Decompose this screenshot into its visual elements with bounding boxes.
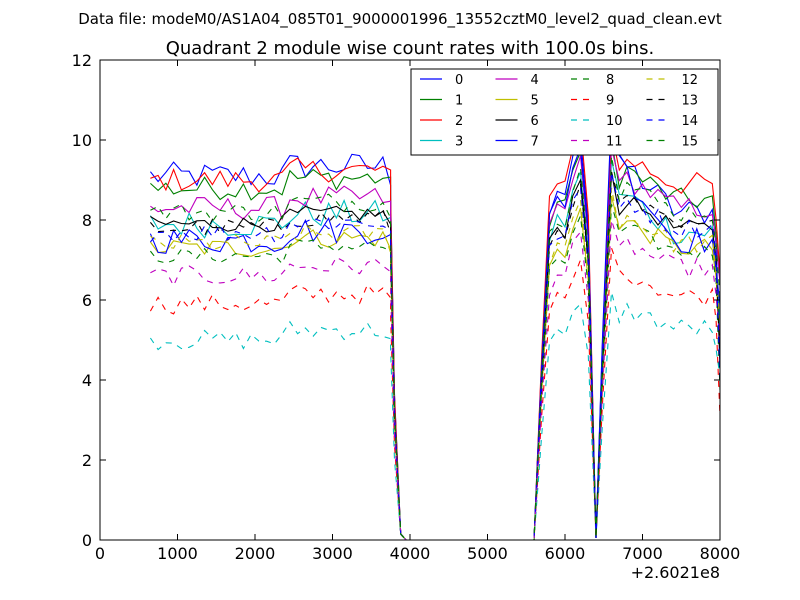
y-tick-label: 8	[82, 211, 92, 230]
x-tick-label: 2000	[235, 544, 276, 563]
series-line-12	[150, 187, 720, 540]
legend-label: 15	[682, 135, 699, 150]
legend-label: 11	[606, 135, 623, 150]
series-line-0	[149, 119, 720, 540]
legend-label: 9	[606, 94, 614, 109]
x-tick-label: 7000	[622, 544, 663, 563]
legend-label: 8	[606, 73, 614, 88]
series-line-13	[149, 171, 720, 540]
legend-label: 5	[531, 94, 539, 109]
y-tick-label: 0	[82, 531, 92, 550]
y-tick-label: 12	[72, 51, 92, 70]
x-tick-label: 0	[95, 544, 105, 563]
chart-title: Quadrant 2 module wise count rates with …	[166, 38, 655, 59]
figure-suptitle: Data file: modeM0/AS1A04_085T01_90000019…	[78, 10, 722, 29]
x-tick-label: 3000	[312, 544, 353, 563]
x-offset-label: +2.6021e8	[631, 563, 720, 582]
series-line-3	[149, 159, 720, 540]
x-tick-label: 5000	[467, 544, 508, 563]
legend-frame	[410, 68, 719, 156]
legend-label: 10	[606, 114, 623, 129]
series-line-4	[150, 147, 720, 540]
series-line-6	[150, 171, 720, 540]
legend-label: 2	[455, 114, 463, 129]
series-line-7	[149, 107, 720, 540]
series-line-8	[149, 203, 720, 540]
legend-label: 0	[455, 73, 463, 88]
series-line-9	[149, 247, 720, 540]
legend-label: 6	[531, 114, 539, 129]
series-line-2	[150, 123, 720, 540]
y-tick-label: 10	[72, 131, 92, 150]
legend-label: 7	[531, 135, 539, 150]
series-line-5	[149, 195, 720, 540]
legend-label: 1	[455, 94, 463, 109]
series-line-1	[150, 139, 720, 540]
legend-label: 13	[682, 94, 699, 109]
series-layer	[149, 107, 720, 540]
series-line-11	[150, 219, 720, 540]
y-tick-label: 2	[82, 451, 92, 470]
series-line-10	[149, 291, 720, 540]
x-axis: 0 1000 2000 3000 4000 5000 6000 7000 8000	[95, 60, 740, 563]
x-tick-label: 8000	[700, 544, 741, 563]
y-tick-label: 6	[82, 291, 92, 310]
x-tick-label: 1000	[157, 544, 198, 563]
x-tick-label: 6000	[545, 544, 586, 563]
y-tick-label: 4	[82, 371, 92, 390]
legend-label: 14	[682, 114, 699, 129]
legend-label: 3	[455, 135, 463, 150]
x-tick-label: 4000	[390, 544, 431, 563]
legend-label: 12	[682, 73, 699, 88]
series-line-14	[149, 171, 720, 540]
series-line-15	[150, 155, 720, 540]
legend-label: 4	[531, 73, 539, 88]
